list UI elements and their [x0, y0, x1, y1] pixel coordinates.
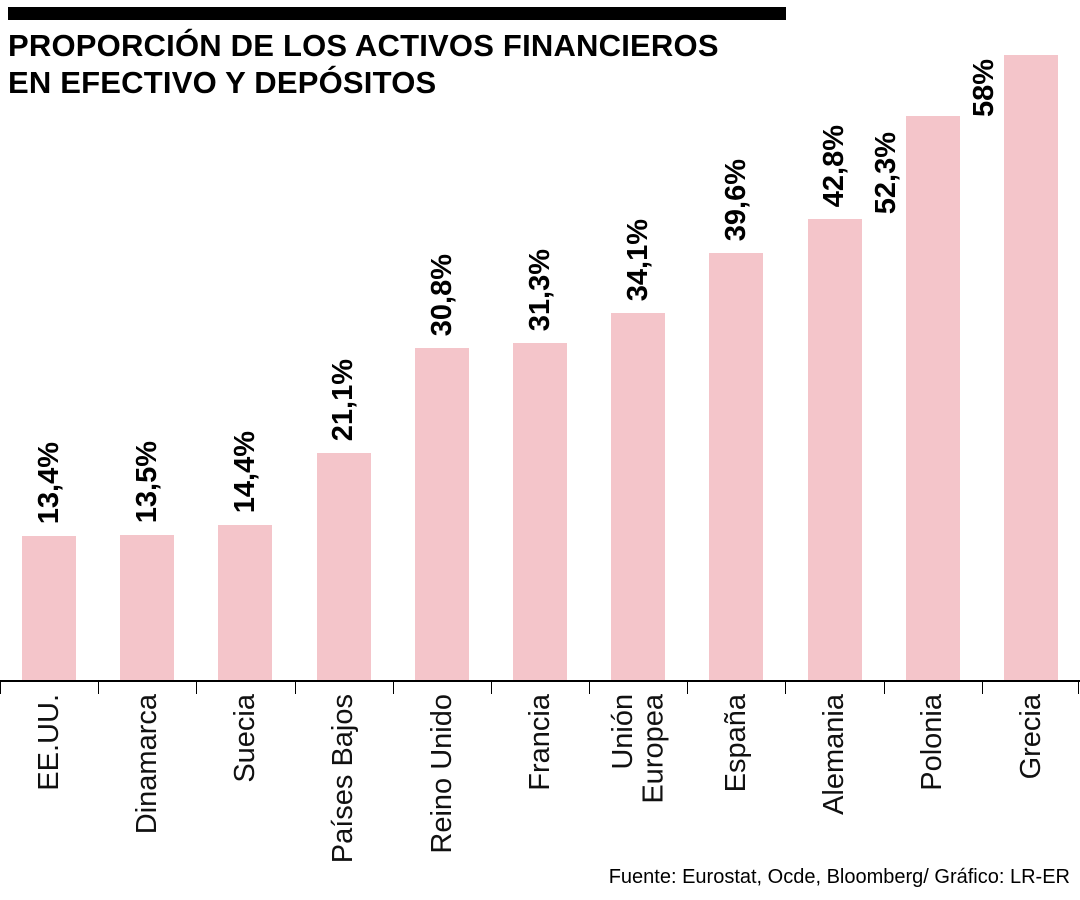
- chart-column: 21,1%: [295, 0, 393, 680]
- bar-value-label: 13,4%: [32, 441, 65, 524]
- bar: [316, 453, 371, 680]
- bar-value-label-wrap: 42,8%: [785, 125, 883, 207]
- bar-value-label-wrap: 13,4%: [0, 442, 98, 524]
- bar-value-label: 31,3%: [523, 248, 556, 331]
- category-label: EE.UU.: [32, 694, 65, 791]
- bar: [1003, 55, 1058, 680]
- category-label: Reino Unido: [425, 694, 458, 854]
- category-label-slot: Alemania: [785, 694, 883, 874]
- category-label: Unión Europea: [606, 694, 670, 804]
- bar: [22, 536, 77, 680]
- bar-value-label-wrap: 31,3%: [491, 249, 589, 331]
- category-label: Francia: [523, 694, 556, 791]
- chart-column: 39,6%: [687, 0, 785, 680]
- axis-tick: [0, 682, 1, 694]
- x-axis-line: [0, 680, 1080, 682]
- category-label-slot: España: [687, 694, 785, 874]
- chart-column: 13,5%: [98, 0, 196, 680]
- bar: [709, 253, 764, 680]
- bar-value-label: 21,1%: [327, 358, 360, 441]
- category-label: España: [720, 694, 753, 793]
- category-label: Suecia: [229, 694, 262, 783]
- bar-value-label-wrap: 21,1%: [295, 359, 393, 441]
- bar-value-label: 52,3%: [870, 131, 903, 214]
- chart-column: 31,3%: [491, 0, 589, 680]
- category-label-slot: Países Bajos: [295, 694, 393, 874]
- chart-column: 52,3%: [870, 0, 982, 680]
- chart-column: 30,8%: [393, 0, 491, 680]
- x-axis-labels: EE.UU. Dinamarca Suecia Países Bajos Reino U…: [0, 694, 1080, 874]
- bar-value-label-wrap: 13,5%: [98, 441, 196, 523]
- category-label-slot: Dinamarca: [98, 694, 196, 874]
- page-title: PROPORCIÓN DE LOS ACTIVOS FINANCIEROS EN…: [8, 28, 719, 100]
- category-label-slot: Unión Europea: [589, 694, 687, 874]
- axis-tick: [98, 682, 99, 694]
- category-label-slot: Grecia: [982, 694, 1080, 874]
- bar: [807, 219, 862, 680]
- axis-tick: [687, 682, 688, 694]
- bar-value-label: 34,1%: [621, 218, 654, 301]
- axis-tick: [1078, 682, 1079, 694]
- bar-value-label: 13,5%: [131, 440, 164, 523]
- bar: [512, 343, 567, 680]
- bar-value-label-wrap: 58%: [968, 59, 1080, 117]
- bar-value-label-wrap: 34,1%: [589, 219, 687, 301]
- axis-tick: [589, 682, 590, 694]
- axis-tick: [196, 682, 197, 694]
- bar-value-label-wrap: 39,6%: [687, 159, 785, 241]
- bar-chart: 13,4% 13,5% 14,4% 21,1% 30,8% 31,3% 34,1% 39,6%…: [0, 0, 1080, 680]
- category-label-slot: Suecia: [196, 694, 294, 874]
- bar-value-label: 58%: [968, 58, 1001, 117]
- chart-column: 42,8%: [785, 0, 883, 680]
- bar-value-label: 39,6%: [720, 158, 753, 241]
- category-label: Alemania: [818, 694, 851, 815]
- bar: [120, 535, 175, 680]
- category-label-slot: Polonia: [884, 694, 982, 874]
- axis-tick: [491, 682, 492, 694]
- bar: [414, 348, 469, 680]
- bar: [611, 313, 666, 680]
- bar: [905, 116, 960, 680]
- bar: [218, 525, 273, 680]
- bar-value-label-wrap: 52,3%: [870, 132, 982, 214]
- category-label-slot: Francia: [491, 694, 589, 874]
- chart-column: 34,1%: [589, 0, 687, 680]
- category-label: Países Bajos: [327, 694, 360, 864]
- bar-value-label: 14,4%: [229, 430, 262, 513]
- category-label-slot: Reino Unido: [393, 694, 491, 874]
- bar-value-label: 30,8%: [425, 253, 458, 336]
- category-label: Polonia: [916, 694, 949, 791]
- axis-tick: [785, 682, 786, 694]
- top-rule: [8, 7, 786, 20]
- axis-tick: [295, 682, 296, 694]
- bar-value-label: 42,8%: [818, 124, 851, 207]
- bar-value-label-wrap: 14,4%: [196, 431, 294, 513]
- bar-value-label-wrap: 30,8%: [393, 254, 491, 336]
- category-label-slot: EE.UU.: [0, 694, 98, 874]
- category-label: Grecia: [1014, 694, 1047, 780]
- category-label: Dinamarca: [131, 694, 164, 835]
- chart-column: 58%: [968, 0, 1080, 680]
- chart-column: 14,4%: [196, 0, 294, 680]
- axis-tick: [393, 682, 394, 694]
- axis-tick: [884, 682, 885, 694]
- axis-tick: [982, 682, 983, 694]
- chart-column: 13,4%: [0, 0, 98, 680]
- source-credit: Fuente: Eurostat, Ocde, Bloomberg/ Gráfi…: [608, 866, 1070, 888]
